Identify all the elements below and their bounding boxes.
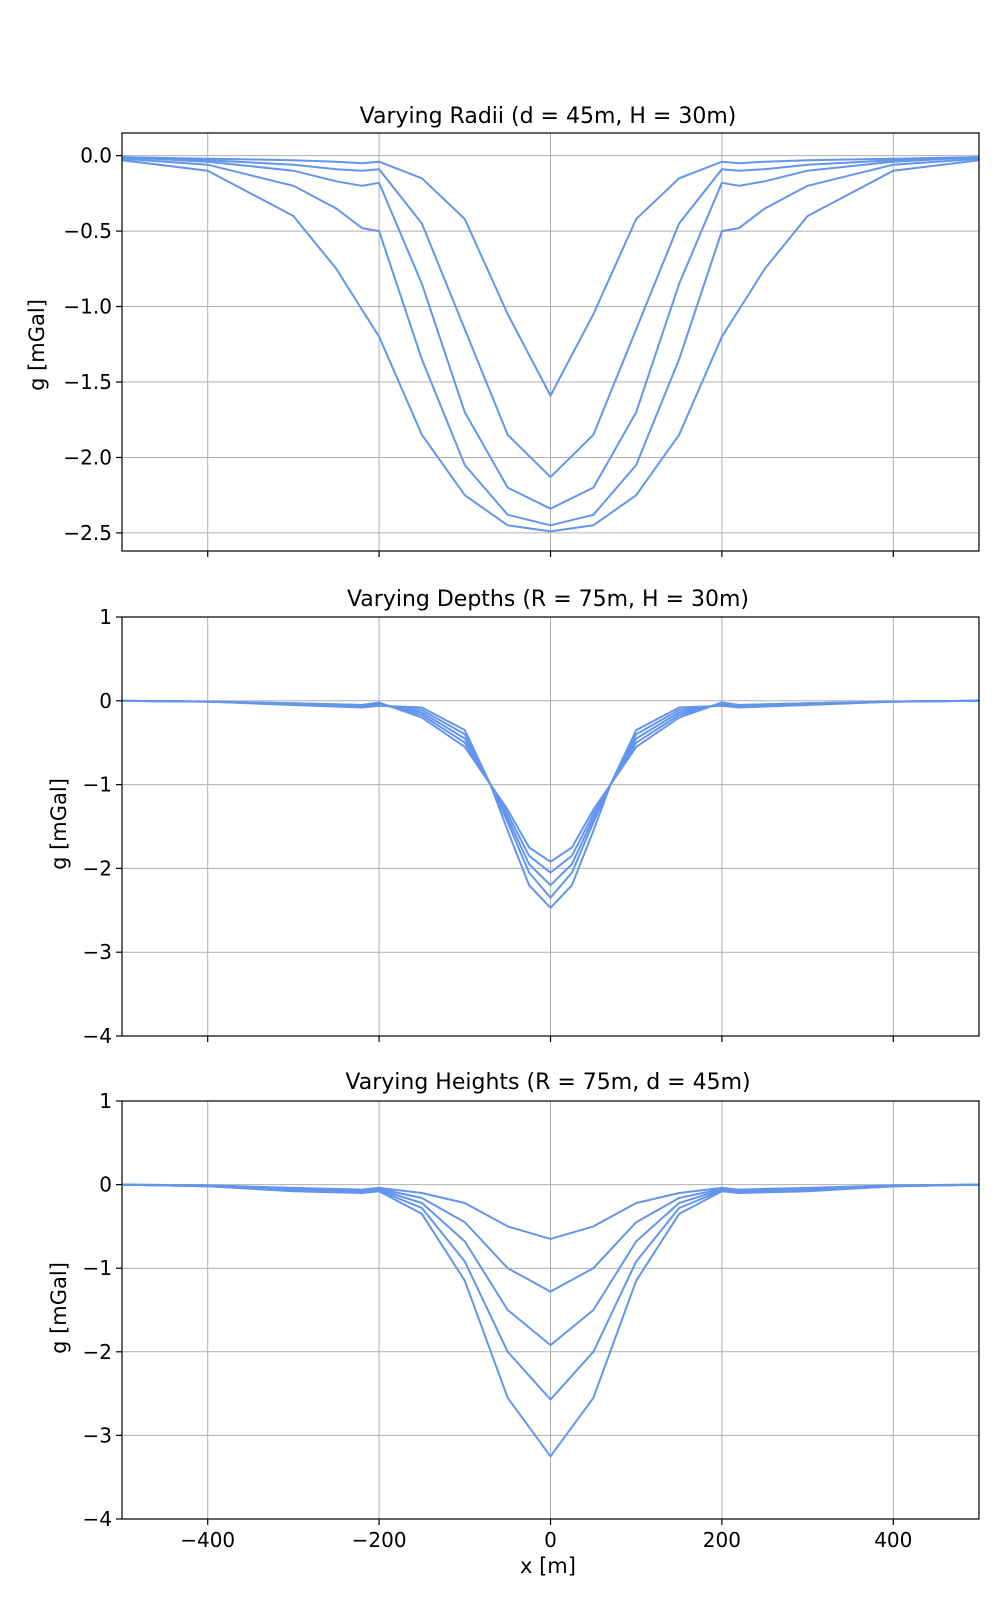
y-tick-label: −2.0 [63, 445, 112, 469]
series-line-3 [121, 156, 980, 510]
subplot-radii: Varying Radii (d = 45m, H = 30m) g [mGal… [25, 104, 980, 557]
x-tick-label: 400 [874, 1528, 912, 1552]
y-tick-label: −3 [83, 940, 112, 964]
x-axis-label: x [m] [520, 1554, 576, 1578]
subplot-depths: Varying Depths (R = 75m, H = 30m) g [mGa… [47, 587, 980, 1048]
y-tick-label: −2.5 [63, 521, 112, 545]
y-tick-label: −2 [83, 1340, 112, 1364]
subplot-title: Varying Heights (R = 75m, d = 45m) [345, 1070, 750, 1095]
y-tick-label: 1 [99, 605, 112, 629]
y-axis-label: g [mGal] [25, 299, 49, 391]
y-tick-label: −2 [83, 856, 112, 880]
y-axis-label: g [mGal] [47, 778, 71, 870]
subplot-title: Varying Depths (R = 75m, H = 30m) [347, 587, 749, 612]
y-tick-label: 0 [99, 1173, 112, 1197]
y-tick-label: 1 [99, 1089, 112, 1113]
y-tick-label: −4 [83, 1024, 112, 1048]
subplot-heights: Varying Heights (R = 75m, d = 45m) g [mG… [47, 1070, 980, 1578]
y-tick-label: −0.5 [63, 219, 112, 243]
series-line-5 [121, 699, 980, 909]
series-line-5 [121, 159, 980, 533]
y-tick-label: 0.0 [80, 144, 112, 168]
x-tick-label: 200 [703, 1528, 741, 1552]
series-line-2 [121, 156, 980, 479]
x-tick-label: 0 [544, 1528, 557, 1552]
y-tick-label: −1 [83, 1256, 112, 1280]
y-tick-label: −4 [83, 1507, 112, 1531]
y-tick-label: 0 [99, 689, 112, 713]
y-axis-label: g [mGal] [47, 1262, 71, 1354]
y-tick-label: −1.0 [63, 295, 112, 319]
series-line-1 [121, 156, 980, 397]
y-tick-label: −1 [83, 773, 112, 797]
subplot-title: Varying Radii (d = 45m, H = 30m) [360, 104, 737, 129]
series-line-5 [121, 1183, 980, 1458]
x-tick-label: −400 [180, 1528, 235, 1552]
x-tick-label: −200 [352, 1528, 407, 1552]
series-line-4 [121, 157, 980, 527]
y-tick-label: −1.5 [63, 370, 112, 394]
y-tick-label: −3 [83, 1423, 112, 1447]
